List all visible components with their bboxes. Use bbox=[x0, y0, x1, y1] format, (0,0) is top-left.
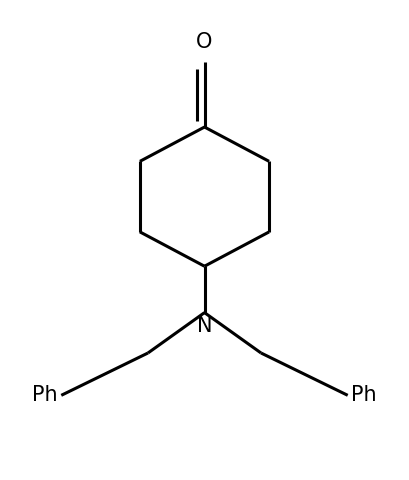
Text: N: N bbox=[197, 316, 212, 336]
Text: Ph: Ph bbox=[32, 385, 58, 405]
Text: O: O bbox=[196, 32, 213, 52]
Text: Ph: Ph bbox=[351, 385, 377, 405]
